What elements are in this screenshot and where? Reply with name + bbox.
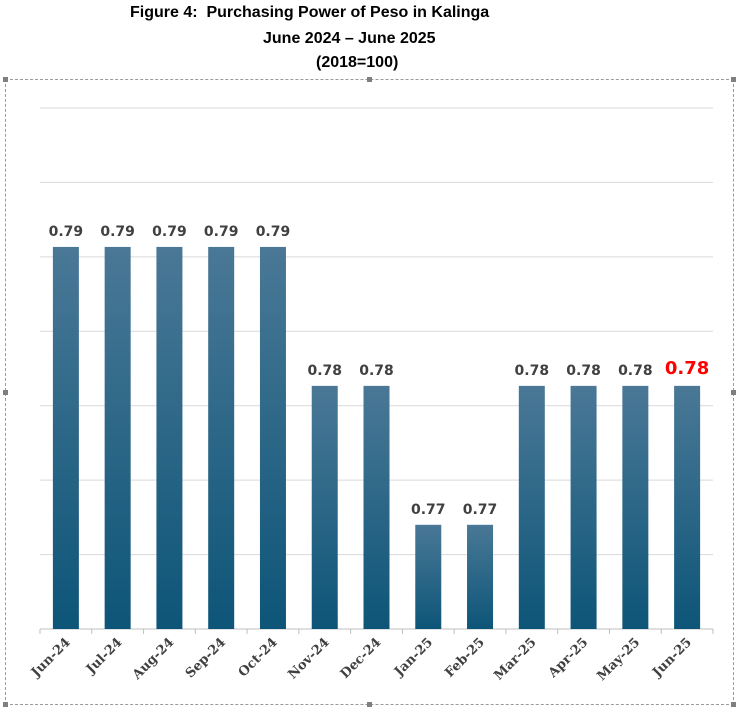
x-tick-label: Apr-25 xyxy=(545,635,591,681)
bar xyxy=(311,385,338,629)
data-label: 0.78 xyxy=(566,363,601,379)
x-tick-label: Jun-24 xyxy=(28,635,74,681)
bar xyxy=(363,385,390,629)
resize-handle-middle-left[interactable] xyxy=(3,390,8,395)
bar xyxy=(104,246,131,629)
x-tick-label: Jan-25 xyxy=(391,635,436,680)
bar xyxy=(415,524,442,629)
resize-handle-top-right[interactable] xyxy=(731,77,736,82)
data-label: 0.79 xyxy=(152,224,187,240)
x-tick-label: Nov-24 xyxy=(285,635,332,682)
bar xyxy=(622,385,649,629)
bar xyxy=(518,385,545,629)
bar xyxy=(259,246,286,629)
bar xyxy=(674,385,701,629)
data-label: 0.79 xyxy=(256,224,291,240)
data-label-highlight: 0.78 xyxy=(665,358,709,379)
x-tick-label: May-25 xyxy=(594,635,643,684)
data-label: 0.78 xyxy=(515,363,550,379)
bar xyxy=(467,524,494,629)
x-tick-label: Jun-25 xyxy=(649,635,695,681)
x-tick-label: Sep-24 xyxy=(183,635,229,681)
data-label: 0.78 xyxy=(307,363,342,379)
bar xyxy=(570,385,597,629)
x-tick-label: Oct-24 xyxy=(236,635,281,680)
data-label: 0.77 xyxy=(463,502,498,518)
bar xyxy=(52,246,79,629)
chart-subtitle: June 2024 – June 2025 xyxy=(263,30,436,47)
data-label: 0.79 xyxy=(49,224,84,240)
x-tick-label: Dec-24 xyxy=(338,635,385,682)
bar xyxy=(156,246,183,629)
data-label: 0.79 xyxy=(100,224,135,240)
chart-base-note: (2018=100) xyxy=(316,54,399,71)
data-label: 0.78 xyxy=(618,363,653,379)
data-label: 0.79 xyxy=(204,224,239,240)
resize-handle-top-center[interactable] xyxy=(367,77,372,82)
x-tick-label: Jul-24 xyxy=(83,635,125,677)
resize-handle-bottom-left[interactable] xyxy=(3,702,8,707)
bar xyxy=(208,246,235,629)
x-tick-label: Aug-24 xyxy=(129,635,177,683)
resize-handle-bottom-right[interactable] xyxy=(731,702,736,707)
data-label: 0.77 xyxy=(411,502,446,518)
resize-handle-middle-right[interactable] xyxy=(731,390,736,395)
x-tick-label: Feb-25 xyxy=(442,635,488,681)
x-tick-label: Mar-25 xyxy=(491,635,539,683)
data-label: 0.78 xyxy=(359,363,394,379)
resize-handle-top-left[interactable] xyxy=(3,77,8,82)
chart-title: Figure 4: Purchasing Power of Peso in Ka… xyxy=(130,4,490,21)
resize-handle-bottom-center[interactable] xyxy=(367,702,372,707)
